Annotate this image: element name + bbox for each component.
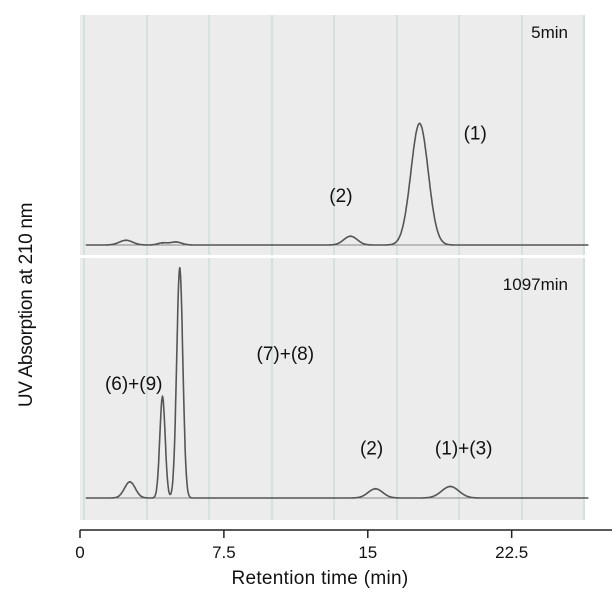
peak-annotation-p2-1: (6)+(9)	[105, 374, 163, 395]
peak-point-p1-1	[125, 239, 128, 242]
peak-point-p2-2	[161, 395, 164, 398]
peak-annotation-p2-4: (1)+(3)	[435, 438, 493, 459]
peak-point-p1-2	[161, 241, 164, 244]
gridlines	[83, 15, 585, 520]
peak-annotation-p2-2: (7)+(8)	[257, 344, 315, 365]
panel-2-background	[80, 258, 585, 520]
peak-annotation-p2-3: (2)	[360, 438, 383, 459]
panel-1-background	[80, 15, 585, 255]
x-axis-ticks: 0 7.5 15 22.5	[75, 530, 528, 562]
y-axis-label: UV Absorption at 210 nm	[16, 202, 37, 408]
peak-annotation-p1-2: (2)	[329, 186, 352, 207]
peak-point-p1-5	[418, 122, 421, 125]
x-tick-label-2: 15	[358, 543, 377, 562]
trace-panel-1	[85, 122, 589, 246]
time-label-panel-1: 5min	[531, 23, 568, 42]
peak-point-p2-3	[178, 267, 181, 269]
traces	[85, 122, 589, 499]
peak-point-p2-5	[449, 485, 452, 488]
panel-texts: 5min (1) (2) 1097min (6)+(9) (7)+(8) (2) (1)+(3…	[105, 23, 568, 459]
trace-panel-2	[85, 267, 589, 499]
peak-point-p2-4	[374, 487, 377, 490]
x-tick-label-3: 22.5	[495, 543, 528, 562]
x-tick-label-0: 0	[75, 543, 84, 562]
peak-point-p1-4	[349, 235, 352, 238]
peak-annotation-p1-1: (1)	[464, 124, 487, 145]
peak-point-p1-3	[174, 241, 177, 244]
x-axis-label: Retention time (min)	[231, 568, 409, 589]
x-tick-label-1: 7.5	[212, 543, 236, 562]
peak-point-p2-1	[128, 480, 131, 483]
time-label-panel-2: 1097min	[503, 275, 568, 294]
